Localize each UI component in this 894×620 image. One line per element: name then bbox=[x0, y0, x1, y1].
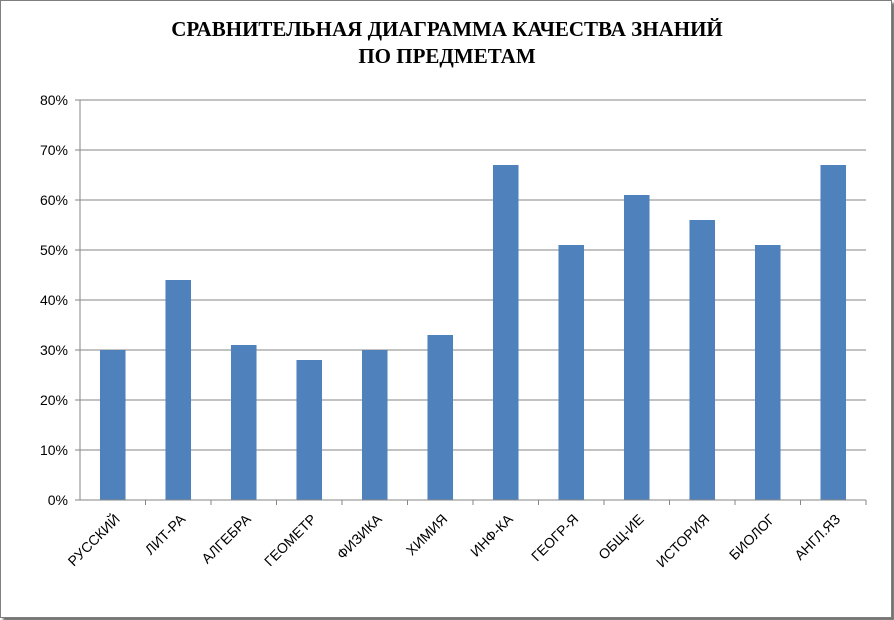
bar bbox=[296, 360, 323, 500]
x-category-label: ГЕОМЕТР bbox=[261, 511, 319, 569]
bar bbox=[427, 335, 454, 500]
axes bbox=[75, 99, 867, 505]
x-category-label: ОБЩ-ИЕ bbox=[595, 511, 647, 563]
x-category-label: АНГЛ.ЯЗ bbox=[791, 511, 843, 563]
bar bbox=[558, 245, 585, 500]
y-tick-label: 20% bbox=[40, 392, 68, 408]
bar bbox=[689, 220, 716, 500]
x-category-label: ИСТОРИЯ bbox=[653, 511, 712, 570]
gridlines bbox=[80, 99, 866, 451]
y-tick-label: 60% bbox=[40, 192, 68, 208]
x-category-label: ИНФ-КА bbox=[467, 510, 516, 559]
y-tick-label: 40% bbox=[40, 292, 68, 308]
y-axis-tick-labels: 0% 10% 20% 30% 40% 50% 60% 70% 80% bbox=[40, 92, 68, 508]
bar bbox=[230, 345, 257, 500]
x-category-label: БИОЛОГ bbox=[726, 511, 778, 563]
x-category-label: ФИЗИКА bbox=[333, 510, 385, 562]
chart-title: СРАВНИТЕЛЬНАЯ ДИАГРАММА КАЧЕСТВА ЗНАНИЙ … bbox=[0, 16, 894, 70]
x-category-label: ХИМИЯ bbox=[403, 511, 451, 559]
x-category-label: ЛИТ-РА bbox=[142, 510, 189, 557]
x-category-label: АЛГЕБРА bbox=[198, 510, 254, 566]
y-tick-label: 10% bbox=[40, 442, 68, 458]
y-tick-label: 80% bbox=[40, 92, 68, 108]
y-tick-label: 70% bbox=[40, 142, 68, 158]
bar bbox=[99, 350, 126, 500]
bar bbox=[623, 195, 650, 500]
chart-title-line-2: ПО ПРЕДМЕТАМ bbox=[358, 44, 536, 68]
x-category-label: ГЕОГР-Я bbox=[528, 511, 581, 564]
x-axis-category-labels: РУССКИЙ ЛИТ-РА АЛГЕБРА ГЕОМЕТР ФИЗИКА ХИМИЯ ИН… bbox=[64, 510, 843, 570]
bar bbox=[754, 245, 781, 500]
bar bbox=[361, 350, 388, 500]
y-tick-label: 30% bbox=[40, 342, 68, 358]
bar bbox=[165, 280, 192, 500]
bar bbox=[820, 165, 847, 500]
y-tick-label: 50% bbox=[40, 242, 68, 258]
x-category-label: РУССКИЙ bbox=[64, 510, 123, 569]
bars bbox=[99, 165, 847, 500]
bar bbox=[492, 165, 519, 500]
chart-title-line-1: СРАВНИТЕЛЬНАЯ ДИАГРАММА КАЧЕСТВА ЗНАНИЙ bbox=[171, 17, 723, 41]
y-tick-label: 0% bbox=[48, 492, 68, 508]
